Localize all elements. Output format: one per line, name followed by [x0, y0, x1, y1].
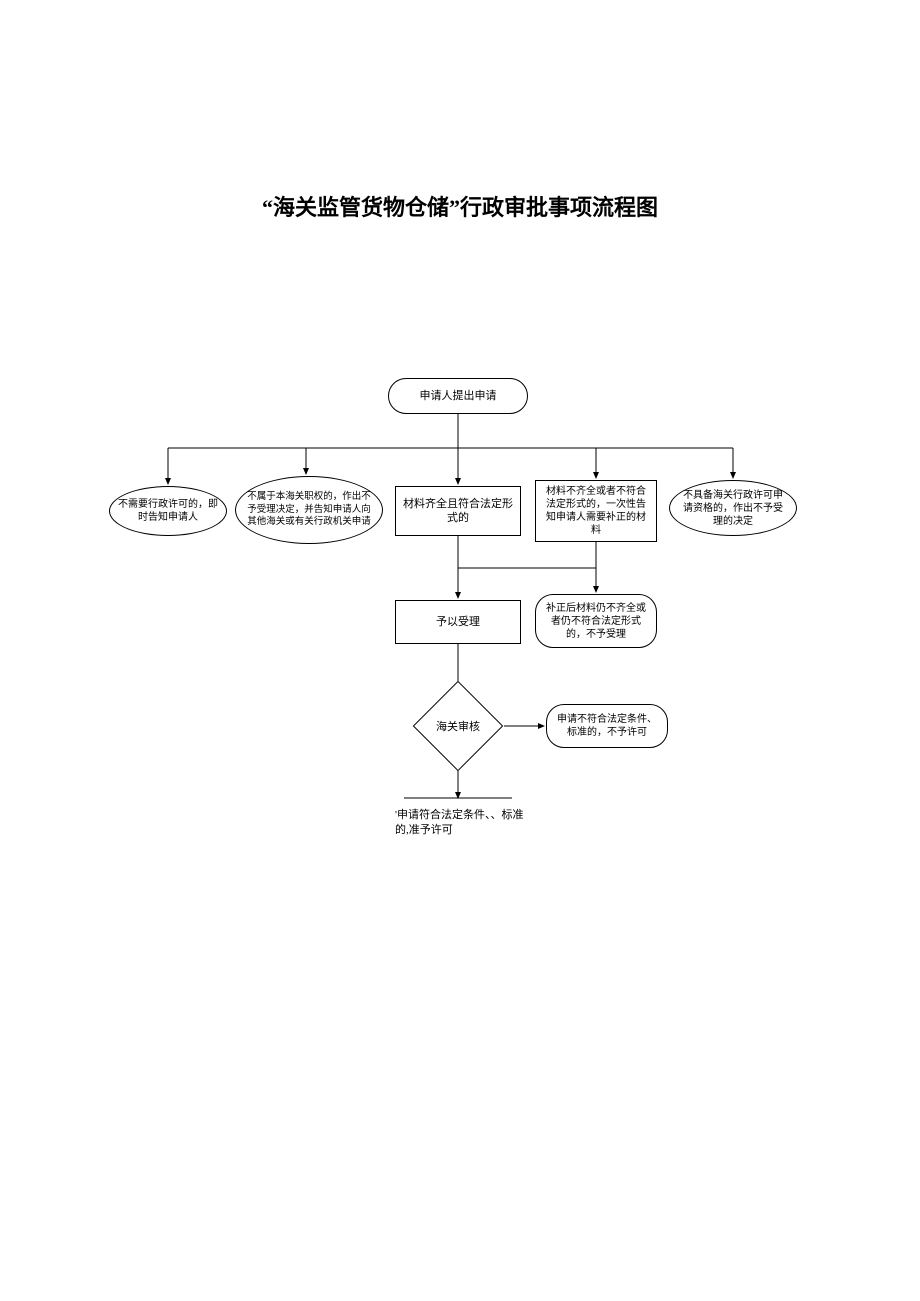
node-deny-label: 申请不符合法定条件、标准的，不予许可: [553, 713, 661, 739]
node-accept-label: 予以受理: [436, 615, 480, 629]
node-deny: 申请不符合法定条件、标准的，不予许可: [546, 704, 668, 748]
node-branch4: 材料不齐全或者不符合法定形式的，一次性告知申请人需要补正的材料: [535, 480, 657, 542]
node-branch3: 材料齐全且符合法定形式的: [395, 486, 521, 536]
page-title: “海关监管货物仓储”行政审批事项流程图: [0, 190, 920, 222]
node-start: 申请人提出申请: [388, 378, 528, 414]
node-reject-material-label: 补正后材料仍不齐全或者仍不符合法定形式的，不予受理: [542, 602, 650, 641]
node-approve: '申请符合法定条件、、标准的,准予许可: [395, 808, 525, 839]
node-branch5-label: 不具备海关行政许可申请资格的，作出不予受理的决定: [680, 489, 786, 528]
node-branch2: 不属于本海关职权的，作出不予受理决定，并告知申请人向其他海关或有关行政机关申请: [235, 476, 383, 544]
node-branch2-label: 不属于本海关职权的，作出不予受理决定，并告知申请人向其他海关或有关行政机关申请: [246, 491, 372, 528]
node-branch4-label: 材料不齐全或者不符合法定形式的，一次性告知申请人需要补正的材料: [542, 485, 650, 537]
node-branch1-label: 不需要行政许可的，即时告知申请人: [118, 498, 218, 524]
node-review-label: 海关审核: [436, 718, 480, 734]
node-branch5: 不具备海关行政许可申请资格的，作出不予受理的决定: [669, 480, 797, 536]
node-branch3-label: 材料齐全且符合法定形式的: [402, 497, 514, 526]
node-review: 海关审核: [426, 694, 490, 758]
node-accept: 予以受理: [395, 600, 521, 644]
flowchart-container: 申请人提出申请 不需要行政许可的，即时告知申请人 不属于本海关职权的，作出不予受…: [109, 378, 797, 898]
node-branch1: 不需要行政许可的，即时告知申请人: [109, 486, 227, 536]
node-approve-label: '申请符合法定条件、、标准的,准予许可: [395, 809, 523, 836]
node-start-label: 申请人提出申请: [420, 389, 497, 403]
node-reject-material: 补正后材料仍不齐全或者仍不符合法定形式的，不予受理: [535, 594, 657, 648]
